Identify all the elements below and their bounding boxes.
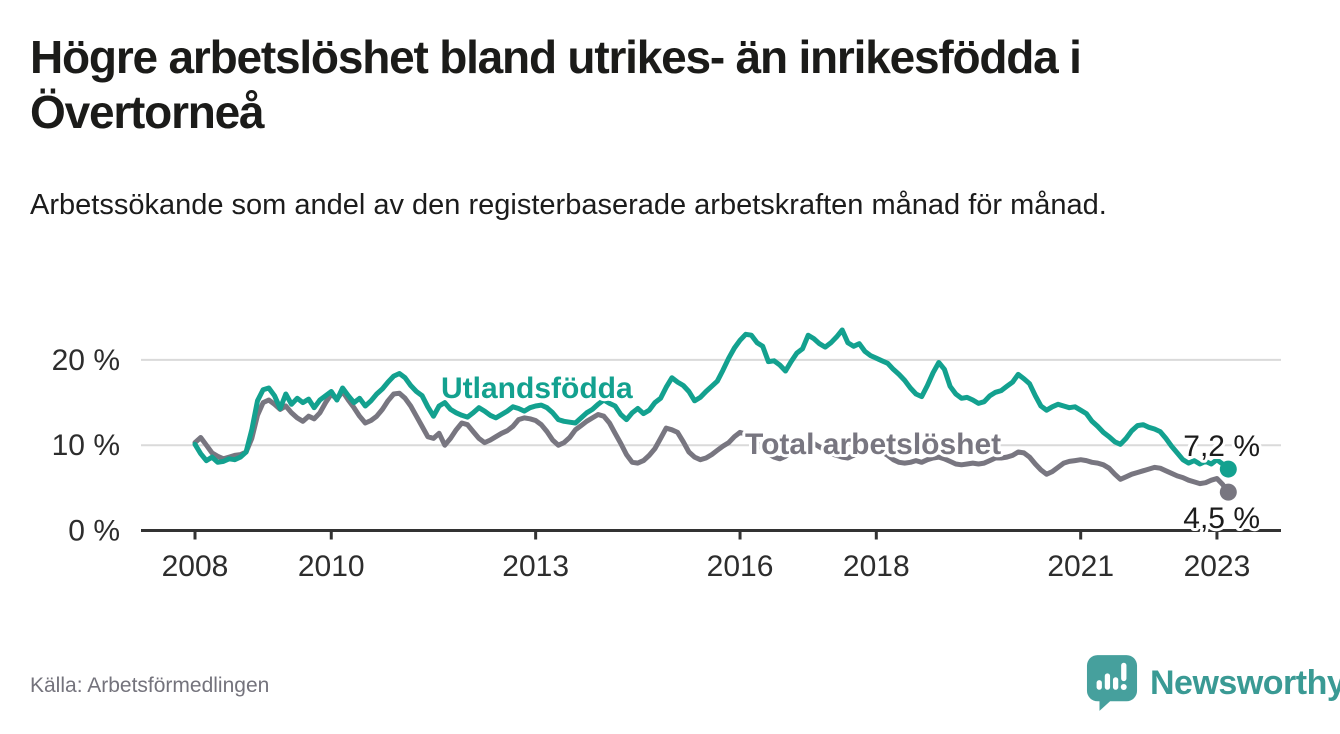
x-axis-label-2008: 2008: [162, 550, 229, 583]
x-axis-label-2021: 2021: [1047, 550, 1114, 583]
x-axis-label-2023: 2023: [1184, 550, 1251, 583]
series-label-total: Total arbetslöshet: [745, 428, 1001, 461]
end-value-label-total: 4,5 %: [1183, 502, 1260, 535]
end-dot-utlandsfodda: [1219, 460, 1237, 478]
end-value-label-utlandsfodda: 7,2 %: [1183, 430, 1260, 463]
page-title: Högre arbetslöshet bland utrikes- än inr…: [30, 31, 1082, 139]
newsworthy-wordmark: Newsworthy: [1150, 663, 1340, 702]
newsworthy-bubble-icon: [1086, 655, 1138, 711]
x-axis-label-2018: 2018: [843, 550, 910, 583]
series-line-utlandsfodda: [192, 327, 1231, 472]
page-subtitle: Arbetssökande som andel av den registerb…: [30, 189, 1107, 221]
y-axis-label-0: 0 %: [68, 515, 120, 548]
source-note: Källa: Arbetsförmedlingen: [30, 674, 270, 697]
series-label-utlandsfodda: Utlandsfödda: [441, 372, 633, 405]
end-dot-total: [1219, 483, 1237, 501]
x-axis-label-2013: 2013: [502, 550, 569, 583]
x-axis-label-2016: 2016: [707, 550, 774, 583]
series-line-total: [192, 389, 1231, 495]
y-axis-label-20: 20 %: [52, 344, 120, 377]
newsworthy-logo[interactable]: Newsworthy: [1086, 654, 1340, 712]
y-axis-label-10: 10 %: [52, 429, 120, 462]
x-axis-label-2010: 2010: [298, 550, 365, 583]
